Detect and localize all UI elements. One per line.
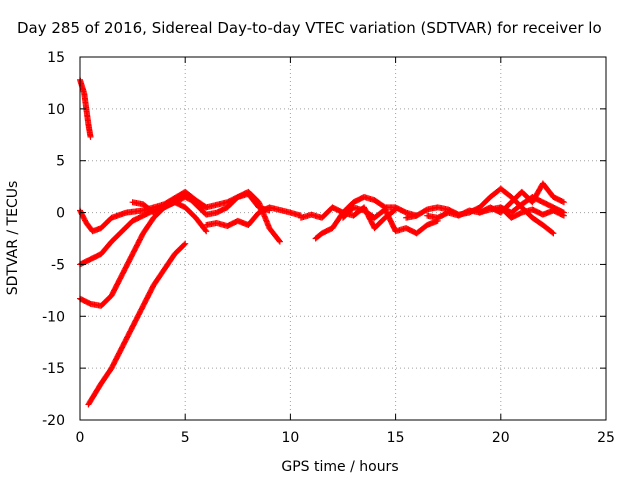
x-tick-label: 5	[181, 430, 190, 446]
series-arc6	[203, 204, 304, 230]
y-tick-label: 15	[47, 50, 65, 66]
data-point	[203, 228, 210, 235]
tick-layer: 0 5 10 15 20 25 -20 -15 -10 -5 0 5 10 15	[42, 50, 615, 446]
data-point	[560, 212, 567, 219]
y-axis-label: SDTVAR / TECUs	[5, 181, 21, 296]
data-point	[391, 207, 398, 214]
grid-layer	[80, 57, 606, 420]
data-point	[266, 207, 273, 214]
data-point	[87, 133, 94, 140]
data-point	[182, 240, 189, 247]
x-tick-label: 25	[597, 430, 615, 446]
y-tick-label: -5	[51, 257, 65, 273]
x-tick-label: 0	[76, 430, 85, 446]
series-arc14	[129, 190, 273, 218]
y-tick-label: 0	[56, 206, 65, 222]
x-tick-label: 20	[492, 430, 510, 446]
data-point	[276, 238, 283, 245]
data-point	[549, 229, 556, 236]
series-arc13	[497, 204, 567, 221]
y-tick-label: 5	[56, 154, 65, 170]
y-tick-label: -10	[42, 309, 65, 325]
data-point	[392, 206, 399, 213]
y-tick-label: 10	[47, 102, 65, 118]
chart-title: Day 285 of 2016, Sidereal Day-to-day VTE…	[17, 19, 602, 37]
y-tick-label: -15	[42, 361, 65, 377]
series-arc9	[340, 204, 441, 237]
series-arc5	[85, 240, 189, 408]
plot-frame	[79, 56, 607, 421]
series-arc1	[77, 76, 94, 140]
data-point	[202, 227, 209, 234]
data-layer	[77, 76, 567, 408]
x-tick-label: 15	[387, 430, 405, 446]
data-point	[276, 237, 283, 244]
series-arc12	[476, 180, 567, 216]
data-point	[560, 199, 567, 206]
x-axis-label: GPS time / hours	[281, 459, 398, 475]
data-point	[181, 241, 188, 248]
data-point	[550, 230, 557, 237]
x-tick-label: 10	[281, 430, 299, 446]
series-arc8	[297, 204, 399, 232]
y-tick-label: -20	[42, 413, 65, 429]
